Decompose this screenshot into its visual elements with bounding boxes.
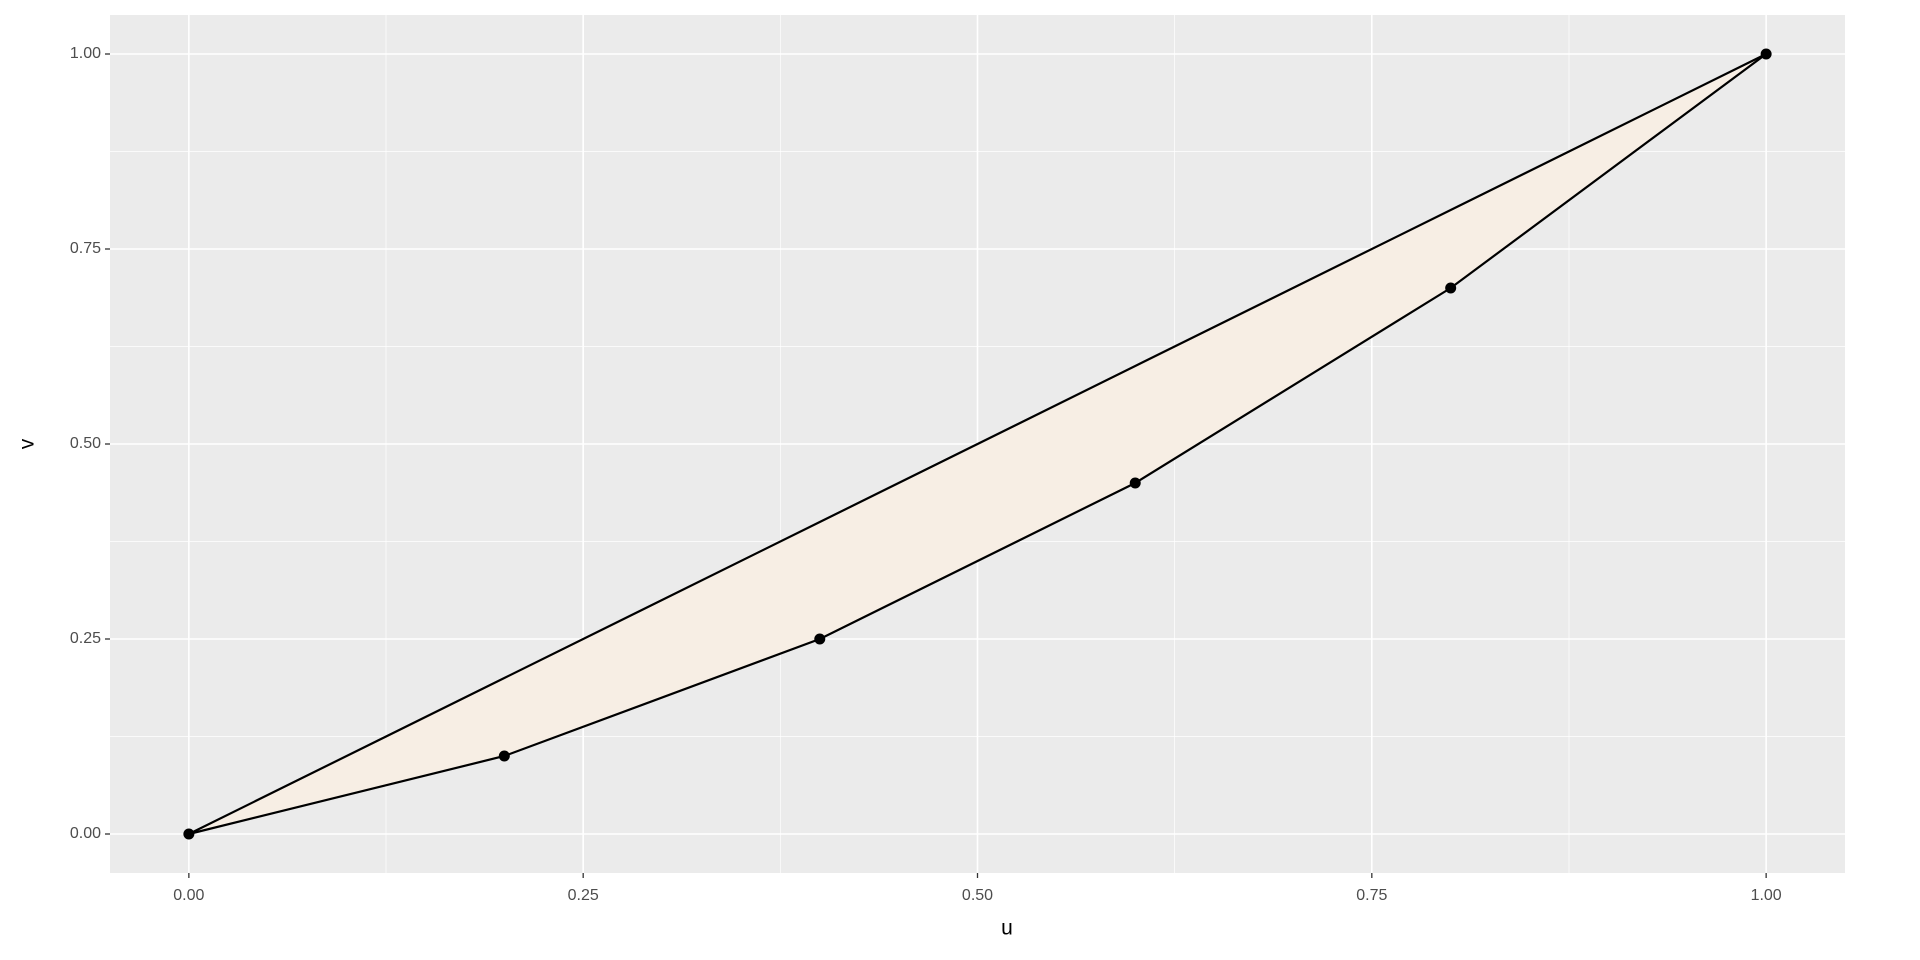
y-tick-label: 1.00 <box>70 45 101 62</box>
y-tick-label: 0.75 <box>70 240 101 257</box>
point <box>498 750 510 762</box>
x-tick-label: 0.50 <box>962 887 993 904</box>
point <box>1760 48 1772 60</box>
x-tick-label: 0.25 <box>568 887 599 904</box>
point <box>814 633 826 645</box>
y-tick-label: 0.50 <box>70 435 101 452</box>
line <box>188 53 1767 835</box>
y-axis-title: v <box>16 438 39 449</box>
point <box>1129 477 1141 489</box>
x-tick-label: 0.00 <box>173 887 204 904</box>
point <box>1445 282 1457 294</box>
x-axis-title: u <box>1001 917 1013 940</box>
x-tick-label: 0.75 <box>1356 887 1387 904</box>
y-tick-label: 0.25 <box>70 630 101 647</box>
y-tick-label: 0.00 <box>70 825 101 842</box>
line <box>188 53 1767 836</box>
x-tick-label: 1.00 <box>1751 887 1782 904</box>
point <box>183 828 195 840</box>
